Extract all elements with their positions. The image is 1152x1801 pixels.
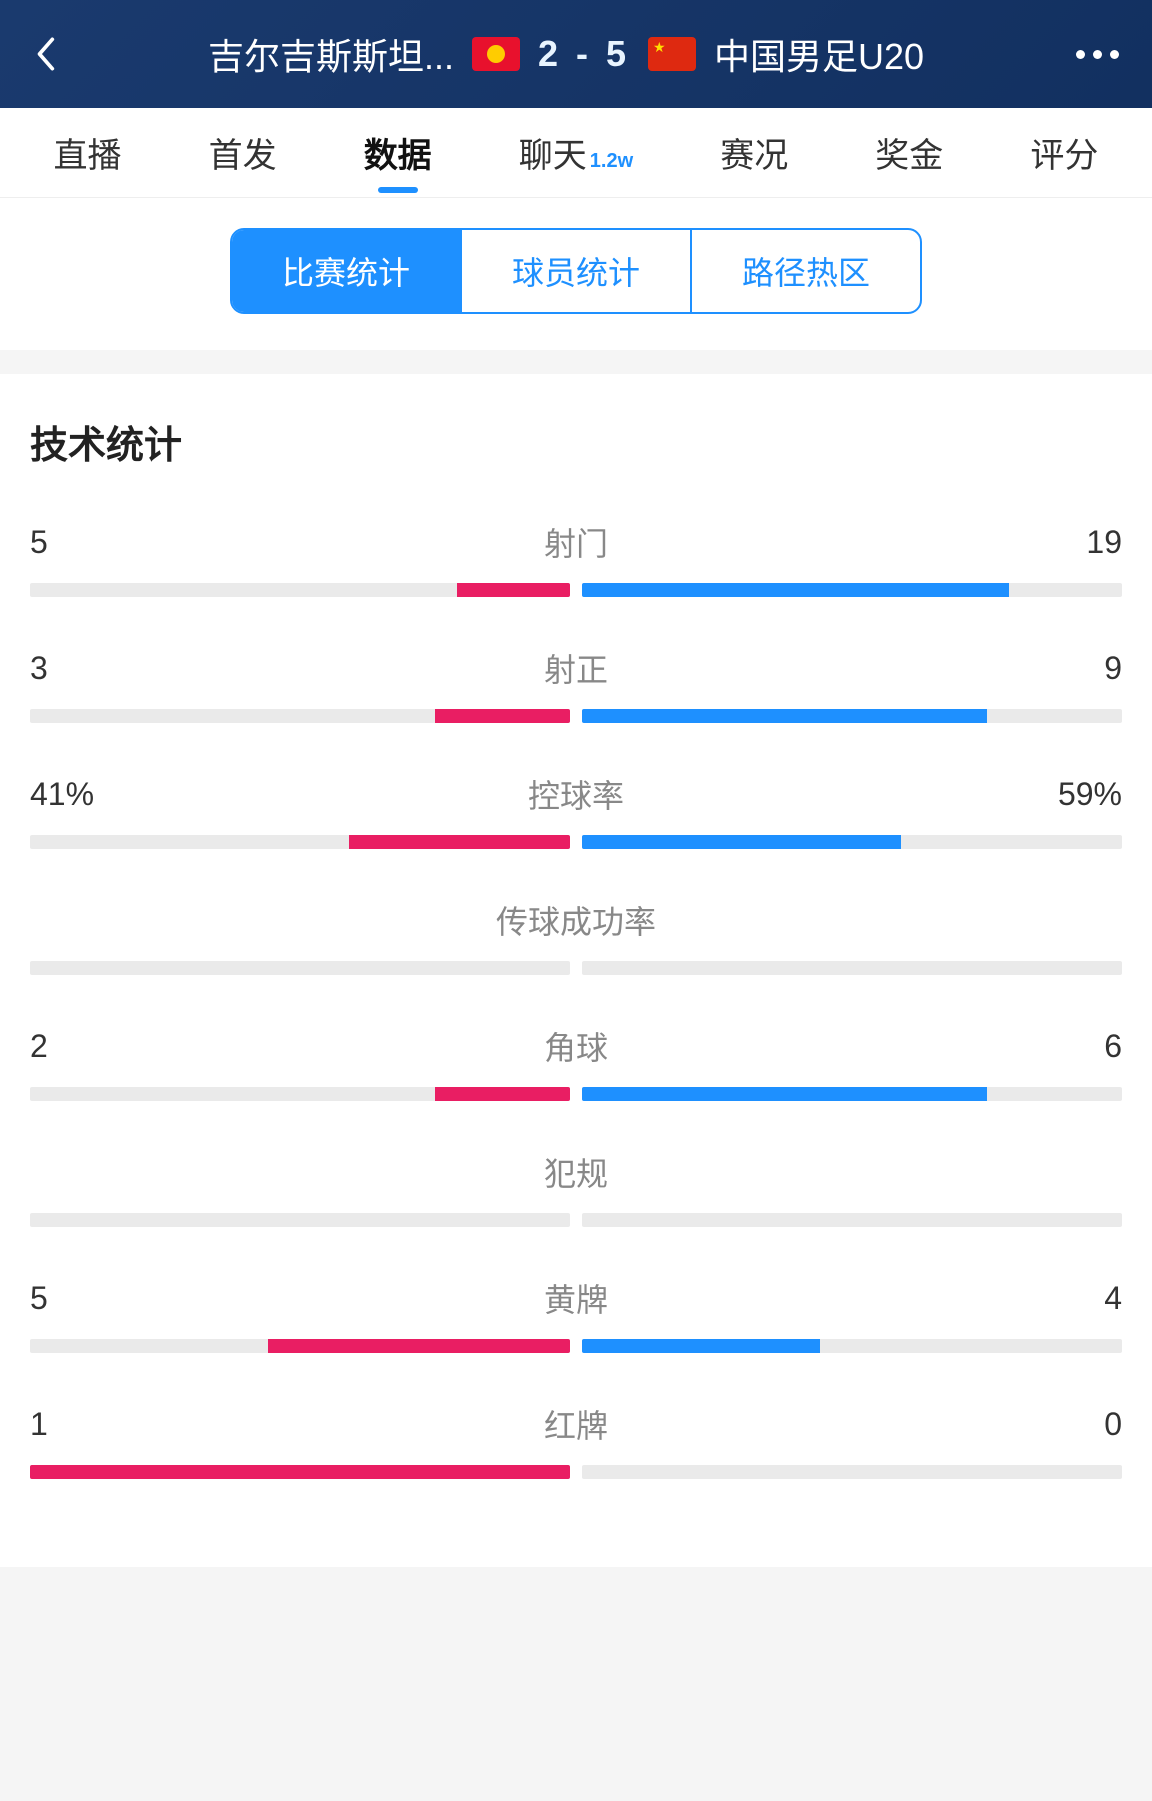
tab-label: 聊天 [519,128,587,177]
stat-name: 射正 [110,645,1042,691]
stat-right-value: 0 [1042,1406,1122,1443]
tab-label: 数据 [364,128,432,177]
tabs: 直播 首发 数据 聊天1.2w 赛况 奖金 评分 [0,108,1152,198]
segment-item-0[interactable]: 比赛统计 [232,230,462,312]
stat-bar-right [582,583,1122,597]
tab-label: 评分 [1030,128,1098,177]
tab-1[interactable]: 首发 [201,108,285,197]
tab-badge: 1.2w [590,150,633,173]
stat-bar-right [582,961,1122,975]
stat-left-value: 1 [30,1406,110,1443]
tab-4[interactable]: 赛况 [712,108,796,197]
stat-name: 射门 [110,519,1042,565]
team-left-name: 吉尔吉斯斯坦... [208,28,454,80]
stat-name: 控球率 [110,771,1042,817]
stat-left-value: 5 [30,1280,110,1317]
stat-bar-right [582,1339,1122,1353]
stat-row: 1红牌0 [30,1401,1122,1479]
tab-3[interactable]: 聊天1.2w [511,108,641,197]
stat-bar-left [30,835,570,849]
score: 2 - 5 [538,33,630,75]
stat-bar-left [30,1087,570,1101]
tab-0[interactable]: 直播 [46,108,130,197]
segment-item-2[interactable]: 路径热区 [692,230,920,312]
stat-right-value: 6 [1042,1028,1122,1065]
stat-row: 41%控球率59% [30,771,1122,849]
stat-name: 传球成功率 [110,897,1042,943]
stat-bar-left [30,1339,570,1353]
tab-label: 直播 [54,128,122,177]
stat-row: 5射门19 [30,519,1122,597]
stat-row: 3射正9 [30,645,1122,723]
stat-left-value: 5 [30,524,110,561]
stat-name: 犯规 [110,1149,1042,1195]
stat-name: 黄牌 [110,1275,1042,1321]
tab-label: 赛况 [720,128,788,177]
stat-left-value: 2 [30,1028,110,1065]
stat-left-value: 41% [30,776,110,813]
stat-right-value: 4 [1042,1280,1122,1317]
tab-6[interactable]: 评分 [1022,108,1106,197]
stat-row: 传球成功率 [30,897,1122,975]
stat-right-value: 19 [1042,524,1122,561]
tab-label: 首发 [209,128,277,177]
match-title: 吉尔吉斯斯坦... 2 - 5 中国男足U20 [60,28,1072,80]
stat-bar-left [30,709,570,723]
segment: 比赛统计球员统计路径热区 [230,228,922,314]
stat-bar-left [30,1465,570,1479]
team-right-name: 中国男足U20 [714,28,924,80]
stat-bar-right [582,1213,1122,1227]
stat-bar-right [582,835,1122,849]
stat-bar-right [582,1087,1122,1101]
flag-kgz-icon [472,37,520,71]
segment-item-1[interactable]: 球员统计 [462,230,692,312]
tab-2[interactable]: 数据 [356,108,440,197]
stat-name: 红牌 [110,1401,1042,1447]
stats-section: 技术统计 5射门193射正941%控球率59%传球成功率2角球6犯规5黄牌41红… [0,374,1152,1567]
flag-chn-icon [648,37,696,71]
stat-bar-right [582,1465,1122,1479]
more-icon[interactable] [1072,50,1122,59]
stat-row: 5黄牌4 [30,1275,1122,1353]
back-icon[interactable] [30,29,60,79]
stat-bar-right [582,709,1122,723]
stat-name: 角球 [110,1023,1042,1069]
tab-5[interactable]: 奖金 [867,108,951,197]
stat-right-value: 9 [1042,650,1122,687]
section-title: 技术统计 [30,414,1122,469]
segment-container: 比赛统计球员统计路径热区 [0,198,1152,350]
stat-row: 犯规 [30,1149,1122,1227]
header: 吉尔吉斯斯坦... 2 - 5 中国男足U20 [0,0,1152,108]
stat-bar-left [30,583,570,597]
stat-right-value: 59% [1042,776,1122,813]
stat-left-value: 3 [30,650,110,687]
stat-row: 2角球6 [30,1023,1122,1101]
stat-bar-left [30,961,570,975]
tab-label: 奖金 [875,128,943,177]
stat-bar-left [30,1213,570,1227]
